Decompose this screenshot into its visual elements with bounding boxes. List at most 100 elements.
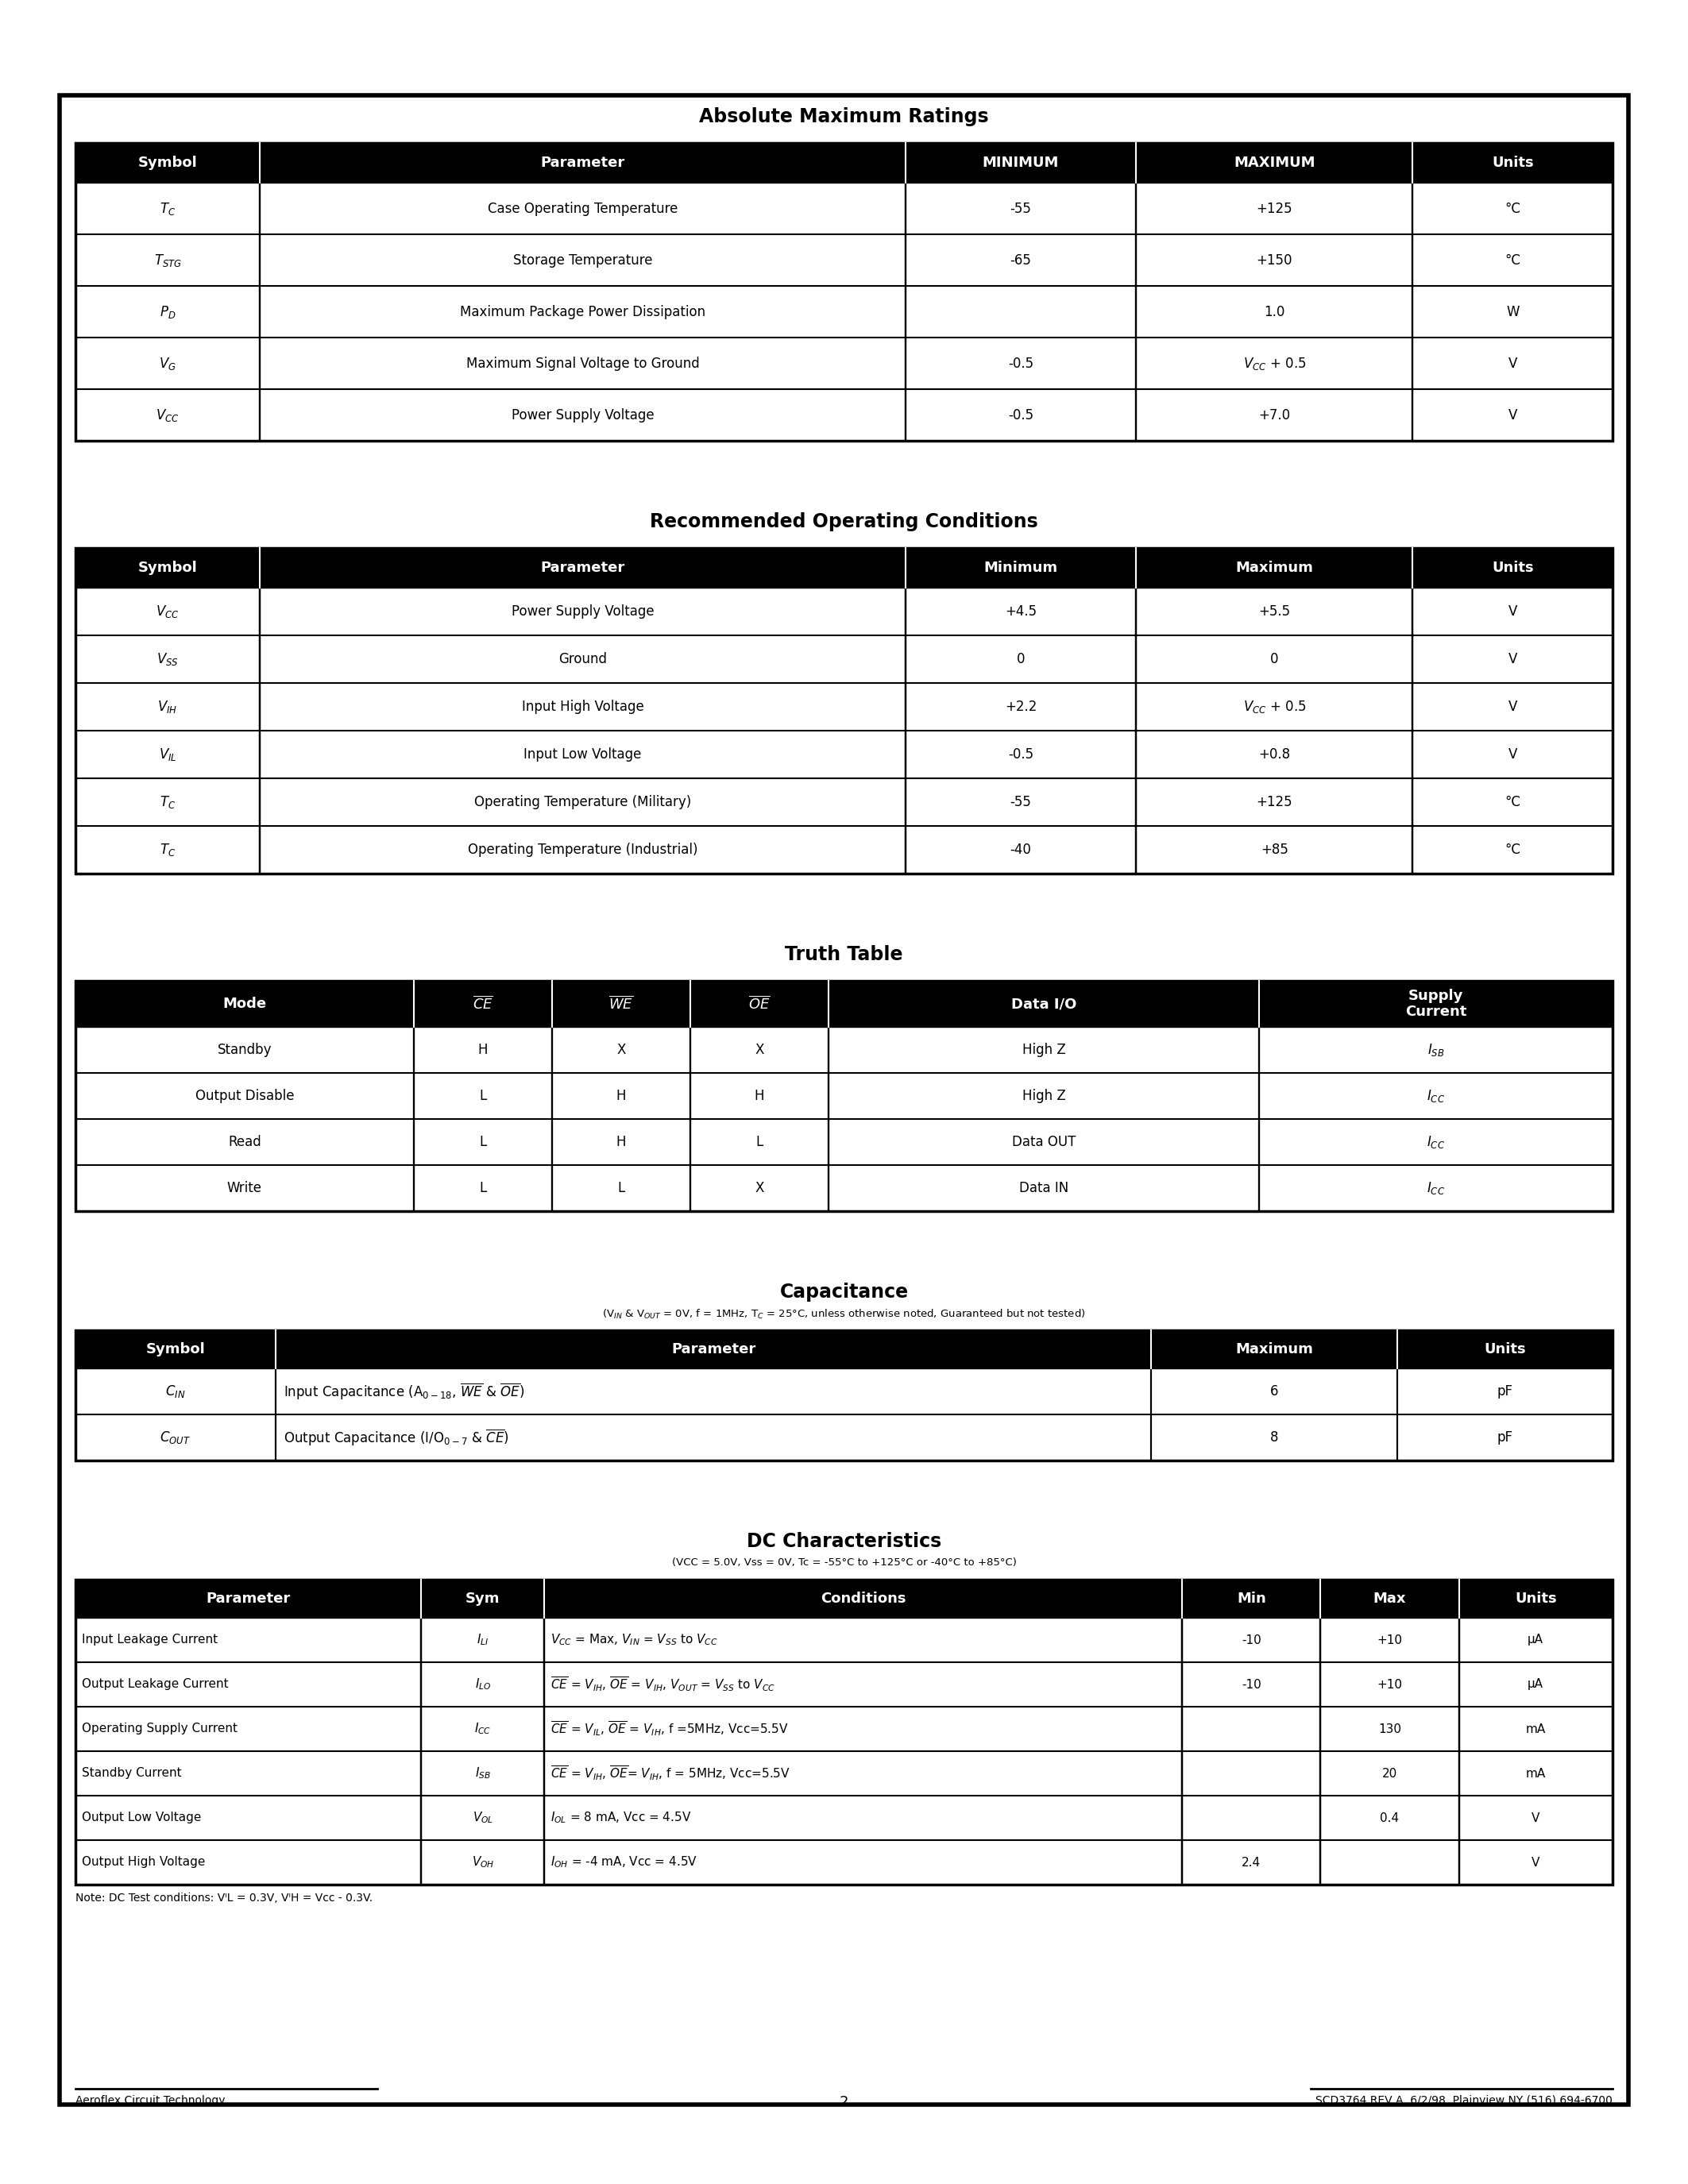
Text: Maximum Signal Voltage to Ground: Maximum Signal Voltage to Ground bbox=[466, 356, 699, 371]
Bar bbox=[76, 1579, 1612, 1885]
Text: Input High Voltage: Input High Voltage bbox=[522, 699, 643, 714]
Text: Maximum: Maximum bbox=[1236, 561, 1313, 574]
Text: Maximum: Maximum bbox=[1236, 1343, 1313, 1356]
Text: $\overline{CE}$ = $V_{IH}$, $\overline{OE}$ = $V_{IH}$, $V_{OUT}$ = $V_{SS}$ to : $\overline{CE}$ = $V_{IH}$, $\overline{O… bbox=[550, 1675, 775, 1693]
Text: Supply
Current: Supply Current bbox=[1404, 989, 1467, 1020]
Text: $C_{IN}$: $C_{IN}$ bbox=[165, 1382, 186, 1400]
Text: $I_{LO}$: $I_{LO}$ bbox=[474, 1677, 491, 1693]
Text: V: V bbox=[1507, 653, 1518, 666]
Text: Parameter: Parameter bbox=[672, 1343, 756, 1356]
Text: $\overline{CE}$: $\overline{CE}$ bbox=[473, 996, 493, 1011]
Text: +125: +125 bbox=[1256, 795, 1293, 810]
Text: Storage Temperature: Storage Temperature bbox=[513, 253, 652, 266]
Text: $V_{IL}$: $V_{IL}$ bbox=[159, 747, 177, 762]
Text: -55: -55 bbox=[1009, 201, 1031, 216]
Text: pF: pF bbox=[1497, 1385, 1512, 1398]
Bar bbox=[76, 548, 1612, 874]
Text: X: X bbox=[616, 1042, 626, 1057]
Text: $\overline{OE}$: $\overline{OE}$ bbox=[748, 996, 770, 1011]
Text: $V_{CC}$ + 0.5: $V_{CC}$ + 0.5 bbox=[1242, 699, 1307, 714]
Text: 2.4: 2.4 bbox=[1242, 1856, 1261, 1867]
Text: Parameter: Parameter bbox=[540, 561, 625, 574]
Text: Units: Units bbox=[1492, 561, 1533, 574]
Text: Maximum Package Power Dissipation: Maximum Package Power Dissipation bbox=[459, 304, 706, 319]
Bar bbox=[76, 142, 1612, 441]
Text: 6: 6 bbox=[1269, 1385, 1278, 1398]
Text: Input Low Voltage: Input Low Voltage bbox=[523, 747, 641, 762]
Text: Data I/O: Data I/O bbox=[1011, 996, 1077, 1011]
Text: Output Capacitance (I/O$_{0-7}$ & $\overline{CE}$): Output Capacitance (I/O$_{0-7}$ & $\over… bbox=[284, 1428, 508, 1448]
Text: Parameter: Parameter bbox=[540, 155, 625, 170]
Text: Recommended Operating Conditions: Recommended Operating Conditions bbox=[650, 513, 1038, 531]
Text: $T_C$: $T_C$ bbox=[160, 841, 176, 858]
Text: $V_{IH}$: $V_{IH}$ bbox=[157, 699, 177, 714]
Text: -55: -55 bbox=[1009, 795, 1031, 810]
Text: X: X bbox=[755, 1042, 765, 1057]
Text: -0.5: -0.5 bbox=[1008, 747, 1033, 762]
Text: Units: Units bbox=[1492, 155, 1533, 170]
Text: Mode: Mode bbox=[223, 996, 267, 1011]
Text: $I_{CC}$: $I_{CC}$ bbox=[1426, 1133, 1445, 1151]
Text: L: L bbox=[479, 1182, 486, 1195]
Text: -10: -10 bbox=[1241, 1679, 1261, 1690]
Text: pF: pF bbox=[1497, 1431, 1512, 1444]
Text: SCD3764 REV A  6/2/98  Plainview NY (516) 694-6700: SCD3764 REV A 6/2/98 Plainview NY (516) … bbox=[1315, 2094, 1612, 2105]
Text: $\overline{CE}$ = $V_{IH}$, $\overline{OE}$= $V_{IH}$, f = 5MHz, Vcc=5.5V: $\overline{CE}$ = $V_{IH}$, $\overline{O… bbox=[550, 1765, 790, 1782]
Text: Units: Units bbox=[1514, 1592, 1556, 1605]
Text: $V_{SS}$: $V_{SS}$ bbox=[157, 651, 179, 666]
Text: Capacitance: Capacitance bbox=[780, 1282, 908, 1302]
Text: (VCC = 5.0V, Vss = 0V, Tc = -55°C to +125°C or -40°C to +85°C): (VCC = 5.0V, Vss = 0V, Tc = -55°C to +12… bbox=[672, 1557, 1016, 1568]
Text: V: V bbox=[1507, 747, 1518, 762]
Text: +125: +125 bbox=[1256, 201, 1293, 216]
Text: $I_{OH}$ = -4 mA, Vcc = 4.5V: $I_{OH}$ = -4 mA, Vcc = 4.5V bbox=[550, 1854, 697, 1870]
Text: +0.8: +0.8 bbox=[1259, 747, 1290, 762]
Text: -40: -40 bbox=[1009, 843, 1031, 856]
Text: +150: +150 bbox=[1256, 253, 1293, 266]
Text: 130: 130 bbox=[1377, 1723, 1401, 1734]
Text: Output High Voltage: Output High Voltage bbox=[81, 1856, 206, 1867]
Text: $\overline{WE}$: $\overline{WE}$ bbox=[609, 996, 633, 1011]
Text: 8: 8 bbox=[1269, 1431, 1278, 1444]
Text: L: L bbox=[479, 1136, 486, 1149]
Text: Note: DC Test conditions: VᴵL = 0.3V, VᴵH = Vcc - 0.3V.: Note: DC Test conditions: VᴵL = 0.3V, Vᴵ… bbox=[76, 1894, 373, 1904]
Text: L: L bbox=[618, 1182, 625, 1195]
Text: Operating Temperature (Military): Operating Temperature (Military) bbox=[474, 795, 690, 810]
Text: $T_C$: $T_C$ bbox=[160, 795, 176, 810]
Text: L: L bbox=[756, 1136, 763, 1149]
Text: Write: Write bbox=[228, 1182, 262, 1195]
Text: Parameter: Parameter bbox=[206, 1592, 290, 1605]
Text: °C: °C bbox=[1504, 795, 1521, 810]
Text: V: V bbox=[1531, 1856, 1539, 1867]
Text: $V_{OL}$: $V_{OL}$ bbox=[473, 1811, 493, 1826]
Text: Operating Supply Current: Operating Supply Current bbox=[81, 1723, 238, 1734]
Text: Standby Current: Standby Current bbox=[81, 1767, 182, 1780]
Text: +4.5: +4.5 bbox=[1004, 605, 1036, 618]
Text: $V_{CC}$: $V_{CC}$ bbox=[155, 603, 179, 620]
Text: $I_{CC}$: $I_{CC}$ bbox=[1426, 1088, 1445, 1103]
Text: H: H bbox=[616, 1090, 626, 1103]
Text: mA: mA bbox=[1526, 1723, 1546, 1734]
Text: High Z: High Z bbox=[1021, 1042, 1065, 1057]
Text: $P_D$: $P_D$ bbox=[160, 304, 176, 319]
Text: H: H bbox=[755, 1090, 765, 1103]
Text: V: V bbox=[1507, 605, 1518, 618]
Text: $I_{SB}$: $I_{SB}$ bbox=[1428, 1042, 1445, 1057]
Text: Absolute Maximum Ratings: Absolute Maximum Ratings bbox=[699, 107, 989, 127]
Text: 0: 0 bbox=[1269, 653, 1278, 666]
Text: 0.4: 0.4 bbox=[1381, 1813, 1399, 1824]
Text: $I_{OL}$ = 8 mA, Vcc = 4.5V: $I_{OL}$ = 8 mA, Vcc = 4.5V bbox=[550, 1811, 692, 1826]
Text: +85: +85 bbox=[1261, 843, 1288, 856]
Text: +5.5: +5.5 bbox=[1259, 605, 1290, 618]
Text: °C: °C bbox=[1504, 253, 1521, 266]
Text: $V_{CC}$ + 0.5: $V_{CC}$ + 0.5 bbox=[1242, 356, 1307, 371]
Text: V: V bbox=[1507, 408, 1518, 422]
Text: H: H bbox=[478, 1042, 488, 1057]
Text: Operating Temperature (Industrial): Operating Temperature (Industrial) bbox=[468, 843, 697, 856]
Text: Read: Read bbox=[228, 1136, 262, 1149]
Text: Input Capacitance (A$_{0-18}$, $\overline{WE}$ & $\overline{OE}$): Input Capacitance (A$_{0-18}$, $\overlin… bbox=[284, 1382, 525, 1402]
Text: (V$_{IN}$ & V$_{OUT}$ = 0V, f = 1MHz, T$_C$ = 25°C, unless otherwise noted, Guar: (V$_{IN}$ & V$_{OUT}$ = 0V, f = 1MHz, T$… bbox=[603, 1308, 1085, 1321]
Text: Min: Min bbox=[1237, 1592, 1266, 1605]
Text: Symbol: Symbol bbox=[145, 1343, 204, 1356]
Text: Power Supply Voltage: Power Supply Voltage bbox=[511, 605, 653, 618]
Text: X: X bbox=[755, 1182, 765, 1195]
